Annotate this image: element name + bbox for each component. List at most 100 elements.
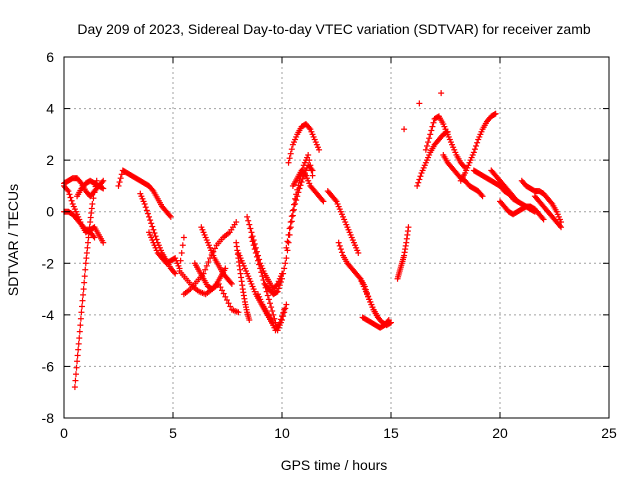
data-point	[244, 213, 251, 220]
data-point	[288, 218, 295, 225]
data-point	[99, 179, 106, 186]
data-point	[76, 335, 83, 342]
data-point	[338, 249, 345, 256]
data-point	[250, 237, 257, 244]
y-tick-label: -8	[42, 410, 55, 426]
data-point	[100, 177, 107, 184]
data-point	[118, 171, 125, 178]
data-point	[288, 146, 295, 153]
data-point	[548, 199, 555, 206]
data-point	[540, 216, 547, 223]
data-point	[292, 195, 299, 202]
data-point	[117, 175, 124, 182]
data-point	[172, 270, 179, 277]
data-point	[180, 234, 187, 241]
data-point	[89, 200, 96, 207]
data-point	[116, 179, 123, 186]
y-tick-label: -6	[42, 358, 55, 374]
data-point	[212, 282, 219, 289]
axis-ticks: 0 5 10 15 20 25 -8 -6 -4 -2 0 2 4 6	[42, 49, 617, 441]
data-point	[65, 188, 72, 195]
y-tick-label: -2	[42, 255, 55, 271]
data-point	[287, 224, 294, 231]
data-point	[286, 155, 293, 162]
data-point	[84, 244, 91, 251]
data-point	[295, 182, 302, 189]
data-point	[151, 229, 158, 236]
data-point	[430, 119, 437, 126]
data-point	[290, 206, 297, 213]
data-point	[255, 252, 262, 259]
data-point	[337, 246, 344, 253]
data-point	[280, 309, 287, 316]
data-point	[72, 371, 79, 378]
data-point	[167, 213, 174, 220]
data-point	[220, 290, 227, 297]
data-point-isolated	[416, 100, 423, 107]
data-point	[79, 297, 86, 304]
data-point	[319, 197, 326, 204]
data-point	[80, 286, 87, 293]
data-point	[471, 146, 478, 153]
data-point	[178, 249, 185, 256]
grid-lines	[64, 57, 609, 418]
data-point	[285, 239, 292, 246]
data-point	[205, 258, 212, 265]
data-point	[90, 233, 97, 240]
data-point	[82, 266, 89, 273]
data-point	[270, 311, 277, 318]
data-point	[78, 303, 85, 310]
data-point	[294, 186, 301, 193]
data-point	[222, 293, 229, 300]
data-point	[149, 223, 156, 230]
data-point	[142, 204, 149, 211]
data-point	[539, 215, 546, 222]
data-point	[78, 309, 85, 316]
data-point	[100, 185, 107, 192]
data-point	[427, 131, 434, 138]
data-point	[223, 297, 230, 304]
data-point-isolated	[401, 126, 408, 133]
data-point	[82, 260, 89, 267]
data-point	[355, 249, 362, 256]
data-point	[249, 233, 256, 240]
data-point	[248, 229, 255, 236]
data-point	[415, 179, 422, 186]
data-point	[414, 182, 421, 189]
data-point	[293, 191, 300, 198]
data-point	[80, 291, 87, 298]
data-point	[274, 288, 281, 295]
data-point	[301, 171, 308, 178]
data-point	[81, 279, 88, 286]
data-point	[84, 239, 91, 246]
data-point	[316, 146, 323, 153]
data-point	[279, 313, 285, 320]
data-point	[75, 346, 82, 353]
data-point	[276, 319, 283, 326]
data-point	[90, 195, 97, 202]
data-point	[171, 269, 178, 276]
data-point	[68, 197, 75, 204]
data-point	[336, 242, 343, 249]
data-point	[166, 212, 173, 219]
data-point	[146, 213, 153, 220]
data-point	[83, 249, 90, 256]
data-point	[75, 340, 82, 347]
data-point	[405, 224, 412, 231]
data-point	[285, 159, 292, 166]
data-point	[85, 234, 92, 241]
data-point	[77, 179, 84, 186]
data-point	[283, 255, 290, 262]
data-point	[423, 142, 430, 149]
data-point	[279, 275, 285, 282]
data-point	[148, 220, 155, 227]
data-point	[277, 278, 284, 285]
y-tick-label: -4	[42, 307, 55, 323]
data-point	[289, 212, 296, 219]
data-point	[150, 226, 157, 233]
data-point	[149, 186, 156, 193]
data-point	[100, 239, 107, 246]
data-point	[356, 274, 363, 281]
data-point	[64, 186, 71, 193]
